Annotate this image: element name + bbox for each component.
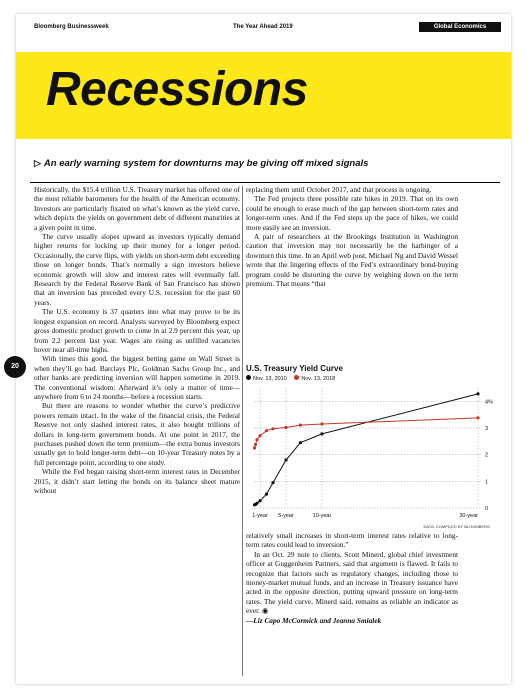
data-point	[298, 423, 302, 427]
y-tick-label: 3	[485, 426, 488, 432]
paragraph: The curve usually slopes upward as inves…	[34, 232, 241, 307]
data-point	[258, 499, 262, 503]
data-point	[252, 446, 257, 450]
data-point	[264, 429, 269, 433]
chart-source: DATA: COMPILED BY BLOOMBERG	[424, 524, 490, 529]
byline-text: —Liz Capo McCormick and Jeanna Smialek	[246, 615, 382, 625]
data-point	[320, 432, 324, 436]
title-banner: Recessions	[16, 52, 511, 139]
end-mark-icon: ◉	[261, 606, 269, 616]
data-point	[284, 425, 288, 430]
series-line-1	[254, 417, 479, 449]
data-point	[264, 492, 269, 496]
x-tick-label: 1-year	[252, 513, 268, 519]
x-tick-label: 10-year	[313, 513, 332, 519]
data-point	[320, 422, 324, 426]
chart-plot: 0 1 2 3 4% 1-year 5-year 10-year 30-year DATA: CO…	[252, 388, 493, 529]
y-tick-label: 2	[485, 453, 488, 459]
data-point	[253, 442, 258, 447]
legend-item-2010: Nov. 13, 2010	[246, 375, 287, 382]
data-point	[476, 416, 480, 420]
series-line-0	[254, 393, 479, 506]
x-tick-label: 30-year	[459, 513, 478, 519]
y-tick-label: 1	[485, 479, 488, 485]
page-number: 20	[4, 356, 26, 378]
paragraph: The U.S. economy is 37 quarters into wha…	[34, 307, 240, 354]
x-tick-label: 5-year	[278, 513, 294, 519]
paragraph-text: In an Oct. 29 note to clients, Scott Min…	[246, 549, 458, 616]
paragraph: While the Fed began raising short-term i…	[34, 467, 240, 495]
divider	[30, 182, 500, 183]
legend-dot-icon	[246, 375, 251, 380]
page-title: Recessions	[46, 63, 308, 116]
paragraph: replacing them until October 2017, and t…	[246, 185, 432, 194]
column-2-top: replacing them until October 2017, and t…	[246, 185, 458, 288]
legend-label: Nov. 13, 2010	[253, 375, 287, 382]
column-divider	[242, 186, 243, 676]
section-tag: Global Economics	[419, 22, 501, 32]
column-2-bottom: relatively small increases in short-term…	[246, 531, 458, 625]
publication-name: Bloomberg Businessweek	[34, 24, 109, 30]
chart-title: U.S. Treasury Yield Curve	[246, 364, 343, 373]
deck-text: An early warning system for downturns ma…	[43, 158, 369, 169]
data-point	[271, 481, 275, 485]
paragraph: The Fed projects three possible rate hik…	[246, 194, 458, 232]
data-point	[258, 434, 262, 438]
paragraph: With times this good, the biggest bettin…	[34, 354, 240, 401]
yield-curve-chart: U.S. Treasury Yield Curve Nov. 13, 2010 …	[246, 364, 506, 530]
legend-dot-icon	[294, 375, 300, 380]
issue-name: The Year Ahead 2019	[233, 24, 293, 30]
paragraph: Historically, the $15.4 trillion U.S. Tr…	[34, 185, 240, 232]
deck: ▷ An early warning system for downturns m…	[34, 158, 494, 169]
legend-label: Nov. 13, 2018	[301, 375, 336, 382]
y-tick-label: 0	[485, 506, 488, 512]
chart-legend: Nov. 13, 2010 Nov. 13, 2018	[246, 375, 341, 382]
paragraph: A pair of researchers at the Brookings I…	[246, 232, 458, 289]
data-point	[298, 441, 302, 445]
data-point	[271, 427, 275, 431]
paragraph: relatively small increases in short-term…	[246, 531, 458, 550]
triangle-icon: ▷	[34, 158, 41, 168]
data-point	[255, 501, 259, 505]
data-point	[284, 458, 288, 462]
column-1: Historically, the $15.4 trillion U.S. Tr…	[34, 185, 240, 495]
y-tick-label: 4%	[485, 399, 493, 405]
magazine-page: Bloomberg Businessweek The Year Ahead 20…	[4, 14, 511, 684]
paragraph: But there are reasons to wonder whether …	[34, 401, 240, 467]
data-point	[476, 392, 480, 396]
legend-item-2018: Nov. 13, 2018	[294, 375, 336, 382]
running-header: Bloomberg Businessweek The Year Ahead 20…	[16, 22, 511, 34]
data-point	[255, 438, 259, 442]
paragraph: In an Oct. 29 note to clients, Scott Min…	[246, 550, 458, 616]
byline: —Liz Capo McCormick and Jeanna Smialek	[246, 616, 458, 625]
